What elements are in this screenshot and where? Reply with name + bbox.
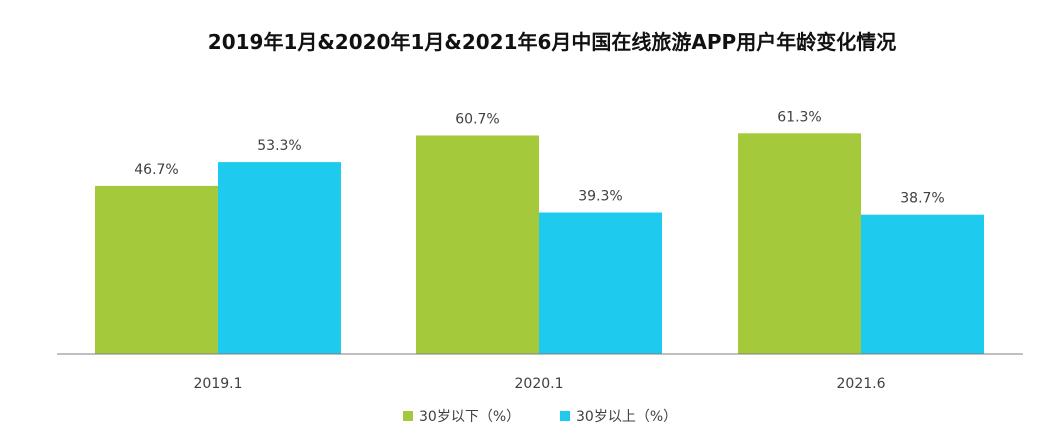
legend-swatch-under30: [403, 411, 413, 421]
bar-over30-2021.6: [861, 214, 984, 354]
data-label-over30-2019.1: 53.3%: [257, 138, 301, 154]
data-label-under30-2021.6: 61.3%: [777, 109, 821, 125]
x-tick-labels: 2019.1 2020.1 2021.6: [194, 376, 886, 392]
data-label-under30-2020.1: 60.7%: [455, 111, 499, 127]
data-label-under30-2019.1: 46.7%: [134, 162, 178, 178]
chart-title: 2019年1月&2020年1月&2021年6月中国在线旅游APP用户年龄变化情况: [208, 30, 896, 54]
bar-under30-2019.1: [95, 185, 218, 354]
data-label-over30-2021.6: 38.7%: [900, 191, 944, 207]
legend: 30岁以下（%） 30岁以上（%）: [403, 409, 677, 425]
legend-label-under30: 30岁以下（%）: [419, 409, 520, 425]
x-tick-label-2019.1: 2019.1: [194, 376, 243, 392]
legend-label-over30: 30岁以上（%）: [576, 409, 677, 425]
bars-group: [95, 133, 984, 354]
x-tick-label-2021.6: 2021.6: [837, 376, 886, 392]
bar-over30-2019.1: [218, 162, 341, 354]
bar-under30-2021.6: [738, 133, 861, 354]
x-tick-label-2020.1: 2020.1: [515, 376, 564, 392]
legend-swatch-over30: [560, 411, 570, 421]
bar-under30-2020.1: [416, 135, 539, 354]
data-label-over30-2020.1: 39.3%: [578, 189, 622, 205]
data-labels-group: 46.7% 53.3% 60.7% 39.3% 61.3% 38.7%: [134, 109, 944, 206]
bar-over30-2020.1: [539, 212, 662, 354]
